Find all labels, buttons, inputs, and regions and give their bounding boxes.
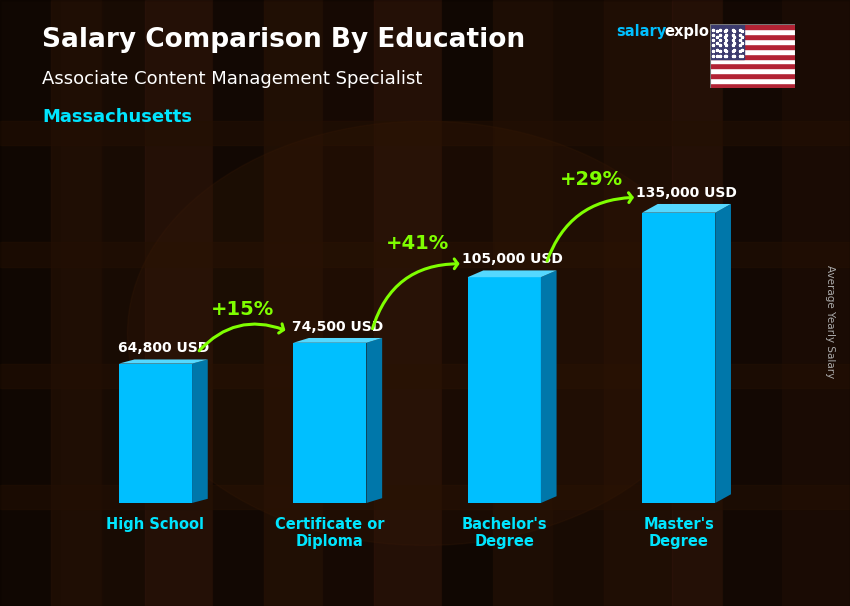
Text: explorer.com: explorer.com [665,24,772,39]
Polygon shape [119,359,207,364]
Text: 74,500 USD: 74,500 USD [292,319,383,334]
Ellipse shape [128,121,722,545]
Bar [642,213,716,503]
Bar [323,0,374,606]
Bar [144,0,212,606]
Text: Associate Content Management Specialist: Associate Content Management Specialist [42,70,422,88]
Bar [293,343,366,503]
Bar [710,64,795,68]
Text: +41%: +41% [385,235,449,253]
Bar [468,277,541,503]
Bar [374,0,442,606]
Bar [0,0,60,606]
Text: Massachusetts: Massachusetts [42,108,192,126]
Polygon shape [293,338,382,343]
Text: salary: salary [616,24,666,39]
Polygon shape [468,270,557,277]
Text: +15%: +15% [211,300,275,319]
Bar [710,78,795,83]
Bar [710,48,795,53]
Bar [604,0,672,606]
Text: 64,800 USD: 64,800 USD [117,341,209,355]
Text: +29%: +29% [560,170,623,189]
Polygon shape [642,204,731,213]
Bar [212,0,264,606]
Bar [0,242,850,267]
Bar [0,364,850,388]
Bar [672,0,722,606]
Bar [710,24,744,59]
Bar [710,83,795,88]
Bar [710,53,795,59]
Bar [102,0,144,606]
Bar [493,0,552,606]
Bar [264,0,323,606]
Bar [710,39,795,44]
Bar [710,59,795,64]
Bar [710,34,795,39]
Bar [710,68,795,73]
Bar [710,44,795,48]
Bar [710,24,795,29]
Polygon shape [192,359,207,503]
Polygon shape [716,204,731,503]
Text: Salary Comparison By Education: Salary Comparison By Education [42,27,525,53]
Bar [552,0,604,606]
Bar [710,29,795,34]
Bar [782,0,850,606]
Bar [722,0,782,606]
Polygon shape [366,338,383,503]
Text: Average Yearly Salary: Average Yearly Salary [824,265,835,378]
Bar [0,121,850,145]
Bar [442,0,493,606]
Bar [51,0,102,606]
Text: 105,000 USD: 105,000 USD [462,252,563,266]
Text: 135,000 USD: 135,000 USD [636,185,737,199]
Polygon shape [541,270,557,503]
Bar [119,364,192,503]
Bar [0,485,850,509]
Bar [710,73,795,78]
